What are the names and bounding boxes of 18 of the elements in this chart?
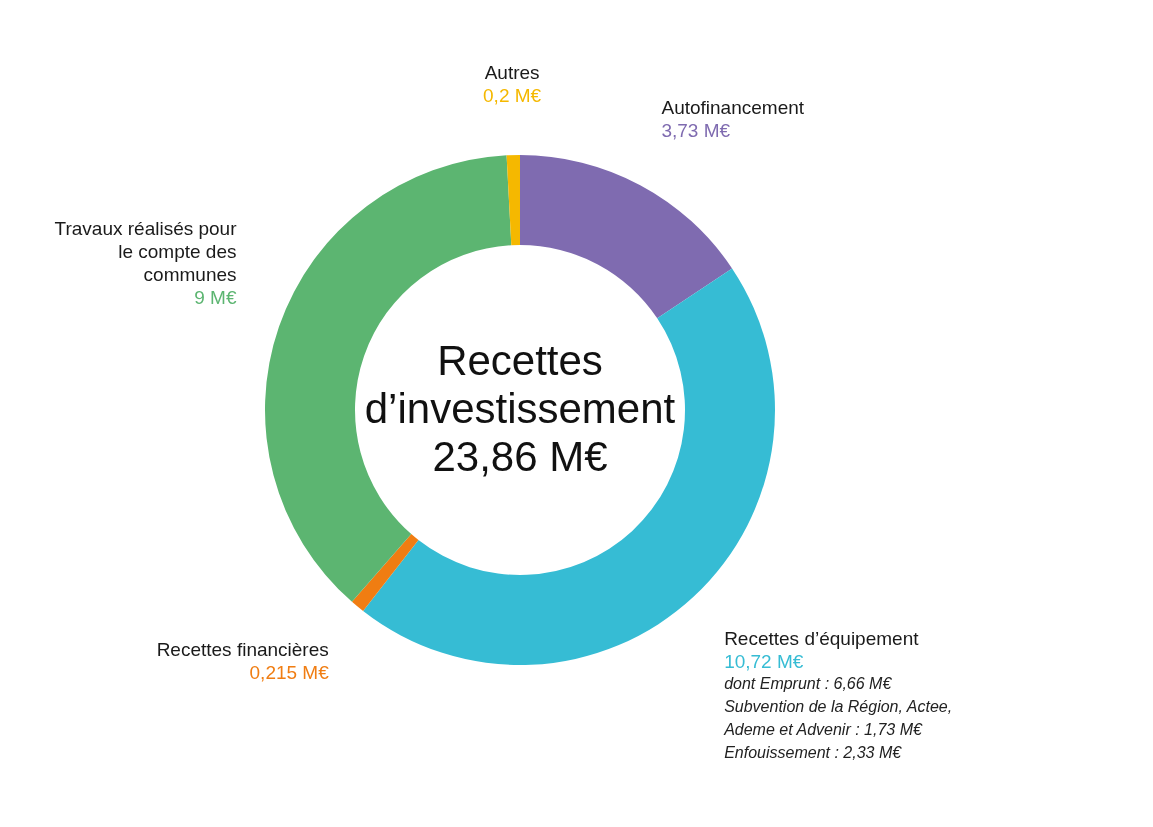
donut-slice: [506, 155, 520, 246]
text: 23,86 M€: [432, 433, 608, 480]
donut-slice: [520, 155, 733, 319]
slice-label: Travaux réalisés pour le compte des communes: [54, 217, 238, 285]
data-label: 10,72 M€: [724, 650, 804, 672]
text: dont Emprunt : 6,66 M€: [724, 674, 893, 692]
data-label: 0,215 M€: [249, 662, 330, 684]
slice-label: Autres: [484, 62, 540, 84]
data-label: 9 M€: [194, 286, 237, 308]
text: Recettes d’investissement: [364, 337, 676, 432]
donut-slice: [351, 534, 419, 612]
slice-label: Recettes financières: [156, 639, 329, 661]
data-label: 0,2 M€: [483, 85, 542, 107]
data-label: 3,73 M€: [661, 120, 731, 142]
slice-label: Autofinancement: [661, 97, 805, 119]
text: Enfouissement : 2,33 M€: [724, 743, 903, 761]
text: Subvention de la Région, Actee, Ademe et Advenir : 1,73 M€: [723, 697, 953, 738]
slice-label: Recettes d’équipement: [724, 627, 920, 649]
